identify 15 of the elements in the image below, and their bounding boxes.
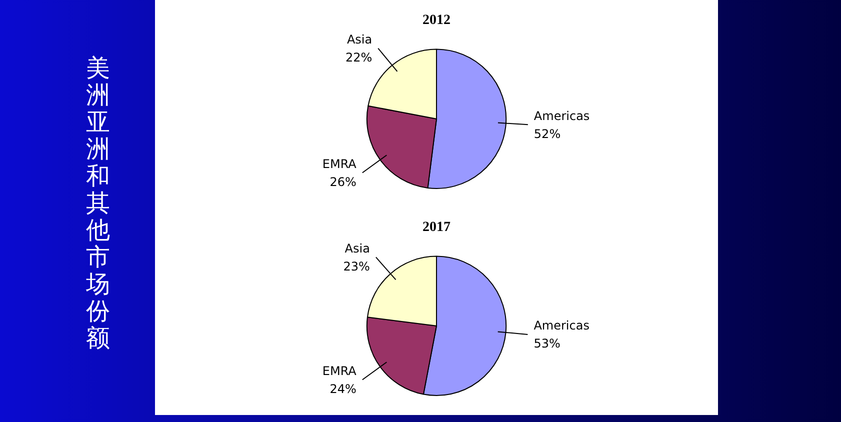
data-label: 24% <box>330 382 356 396</box>
data-label: 22% <box>345 50 372 64</box>
data-label: 53% <box>534 336 560 351</box>
slice-label: Americas <box>534 318 590 333</box>
data-label: 23% <box>343 259 370 274</box>
slice-label: Asia <box>346 32 372 46</box>
data-label: 26% <box>330 174 356 189</box>
slice-label: Americas <box>534 108 590 123</box>
slice-label: Asia <box>344 241 370 256</box>
chart-title: 2012 <box>422 13 450 28</box>
chart-title: 2017 <box>422 220 450 236</box>
chart-title: 美洲亚洲和其他市场份额 <box>86 54 110 352</box>
slice-label: EMRA <box>322 364 358 378</box>
data-label: 52% <box>534 126 561 141</box>
slice-label: EMRA <box>322 156 358 171</box>
